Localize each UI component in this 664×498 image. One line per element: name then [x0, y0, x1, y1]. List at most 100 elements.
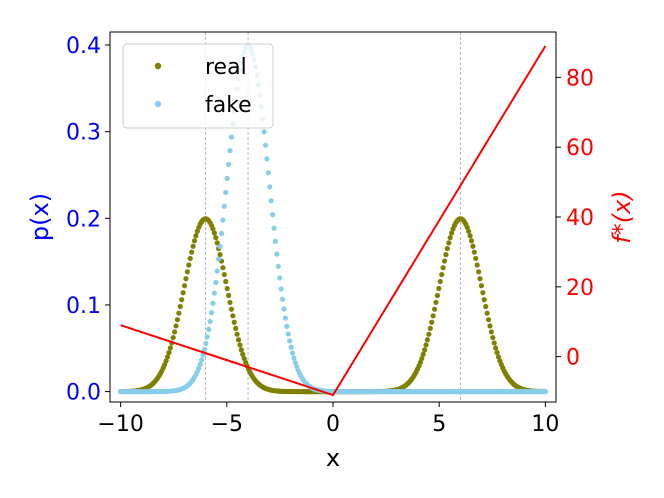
point-real: [430, 313, 436, 319]
point-fake: [211, 290, 217, 296]
point-real: [449, 230, 455, 236]
point-real: [189, 249, 195, 255]
left-y-axis: 0.0 0.1 0.2 0.3 0.4: [66, 34, 110, 406]
point-fake: [291, 355, 297, 361]
point-fake: [272, 238, 279, 244]
right-y-axis-label: f*(x): [608, 190, 636, 243]
point-real: [483, 303, 489, 310]
point-real: [427, 325, 433, 331]
legend-entry-fake: fake: [205, 93, 252, 118]
right-y-tick-label: 20: [566, 276, 594, 301]
point-real: [488, 329, 494, 335]
right-y-tick-label: 60: [566, 136, 594, 161]
point-fake: [264, 156, 270, 162]
x-tick-label: −5: [211, 412, 243, 437]
point-real: [474, 262, 480, 268]
point-real: [437, 278, 443, 285]
point-real: [471, 249, 477, 255]
point-real: [433, 299, 439, 306]
point-fake: [227, 148, 233, 154]
point-real: [193, 233, 199, 239]
point-fake: [284, 323, 290, 329]
point-fake: [281, 306, 287, 312]
point-real: [481, 297, 487, 303]
point-fake: [200, 352, 206, 358]
point-real: [181, 283, 188, 289]
point-real: [166, 350, 172, 356]
point-real: [446, 240, 452, 246]
point-fake: [214, 268, 220, 274]
point-real: [221, 271, 227, 278]
point-fake: [218, 230, 225, 237]
legend-marker-real: [154, 62, 162, 70]
point-fake: [208, 310, 215, 316]
point-real: [223, 278, 229, 285]
point-real: [237, 342, 243, 348]
point-fake: [204, 334, 210, 340]
right-y-tick-label: 40: [566, 206, 594, 231]
point-real: [163, 358, 169, 364]
point-real: [493, 345, 499, 351]
point-real: [240, 351, 246, 357]
point-fake: [198, 357, 205, 363]
point-fake: [261, 129, 267, 135]
point-real: [213, 235, 219, 241]
point-real: [167, 345, 173, 351]
point-fake: [292, 360, 298, 366]
point-fake: [274, 251, 280, 257]
point-real: [187, 255, 193, 262]
point-fake: [206, 326, 212, 333]
point-real: [429, 319, 435, 325]
left-y-tick-label: 0.0: [66, 381, 101, 406]
point-fake: [262, 142, 269, 148]
point-real: [494, 350, 500, 356]
point-fake: [279, 296, 286, 302]
point-fake: [542, 389, 548, 395]
point-fake: [201, 347, 208, 353]
point-real: [470, 243, 476, 249]
fstar-line: [120, 45, 547, 397]
point-fake: [265, 170, 271, 176]
point-fake: [207, 318, 213, 325]
point-real: [176, 310, 182, 316]
x-axis-label: x: [326, 444, 340, 472]
left-y-axis-label: p(x): [26, 193, 54, 241]
point-real: [447, 235, 453, 241]
point-real: [183, 276, 189, 282]
point-fake: [197, 361, 203, 367]
point-real: [235, 337, 242, 343]
legend: real fake: [122, 43, 274, 129]
point-real: [434, 292, 441, 299]
x-tick-label: −10: [97, 412, 143, 437]
point-real: [485, 317, 492, 323]
point-real: [227, 299, 233, 306]
point-real: [423, 342, 429, 348]
point-fake: [288, 344, 294, 350]
point-real: [443, 252, 449, 258]
point-fake: [289, 350, 296, 356]
point-real: [170, 334, 176, 341]
point-real: [444, 245, 450, 252]
left-y-tick-label: 0.4: [66, 34, 101, 59]
point-real: [191, 238, 198, 244]
point-fake: [267, 184, 273, 190]
point-fake: [203, 340, 209, 347]
point-fake: [213, 279, 219, 286]
point-real: [440, 265, 446, 271]
point-real: [177, 303, 183, 310]
point-fake: [210, 300, 216, 306]
point-real: [422, 347, 428, 353]
point-fake: [228, 134, 235, 140]
point-fake: [221, 203, 227, 209]
point-real: [233, 325, 239, 331]
point-real: [230, 313, 236, 319]
point-real: [164, 354, 171, 360]
point-real: [467, 233, 473, 239]
point-real: [431, 306, 438, 312]
left-y-tick-label: 0.2: [66, 207, 101, 232]
point-fake: [220, 217, 226, 223]
point-real: [234, 331, 240, 337]
point-real: [180, 290, 186, 296]
point-real: [184, 269, 190, 275]
point-real: [420, 351, 426, 357]
